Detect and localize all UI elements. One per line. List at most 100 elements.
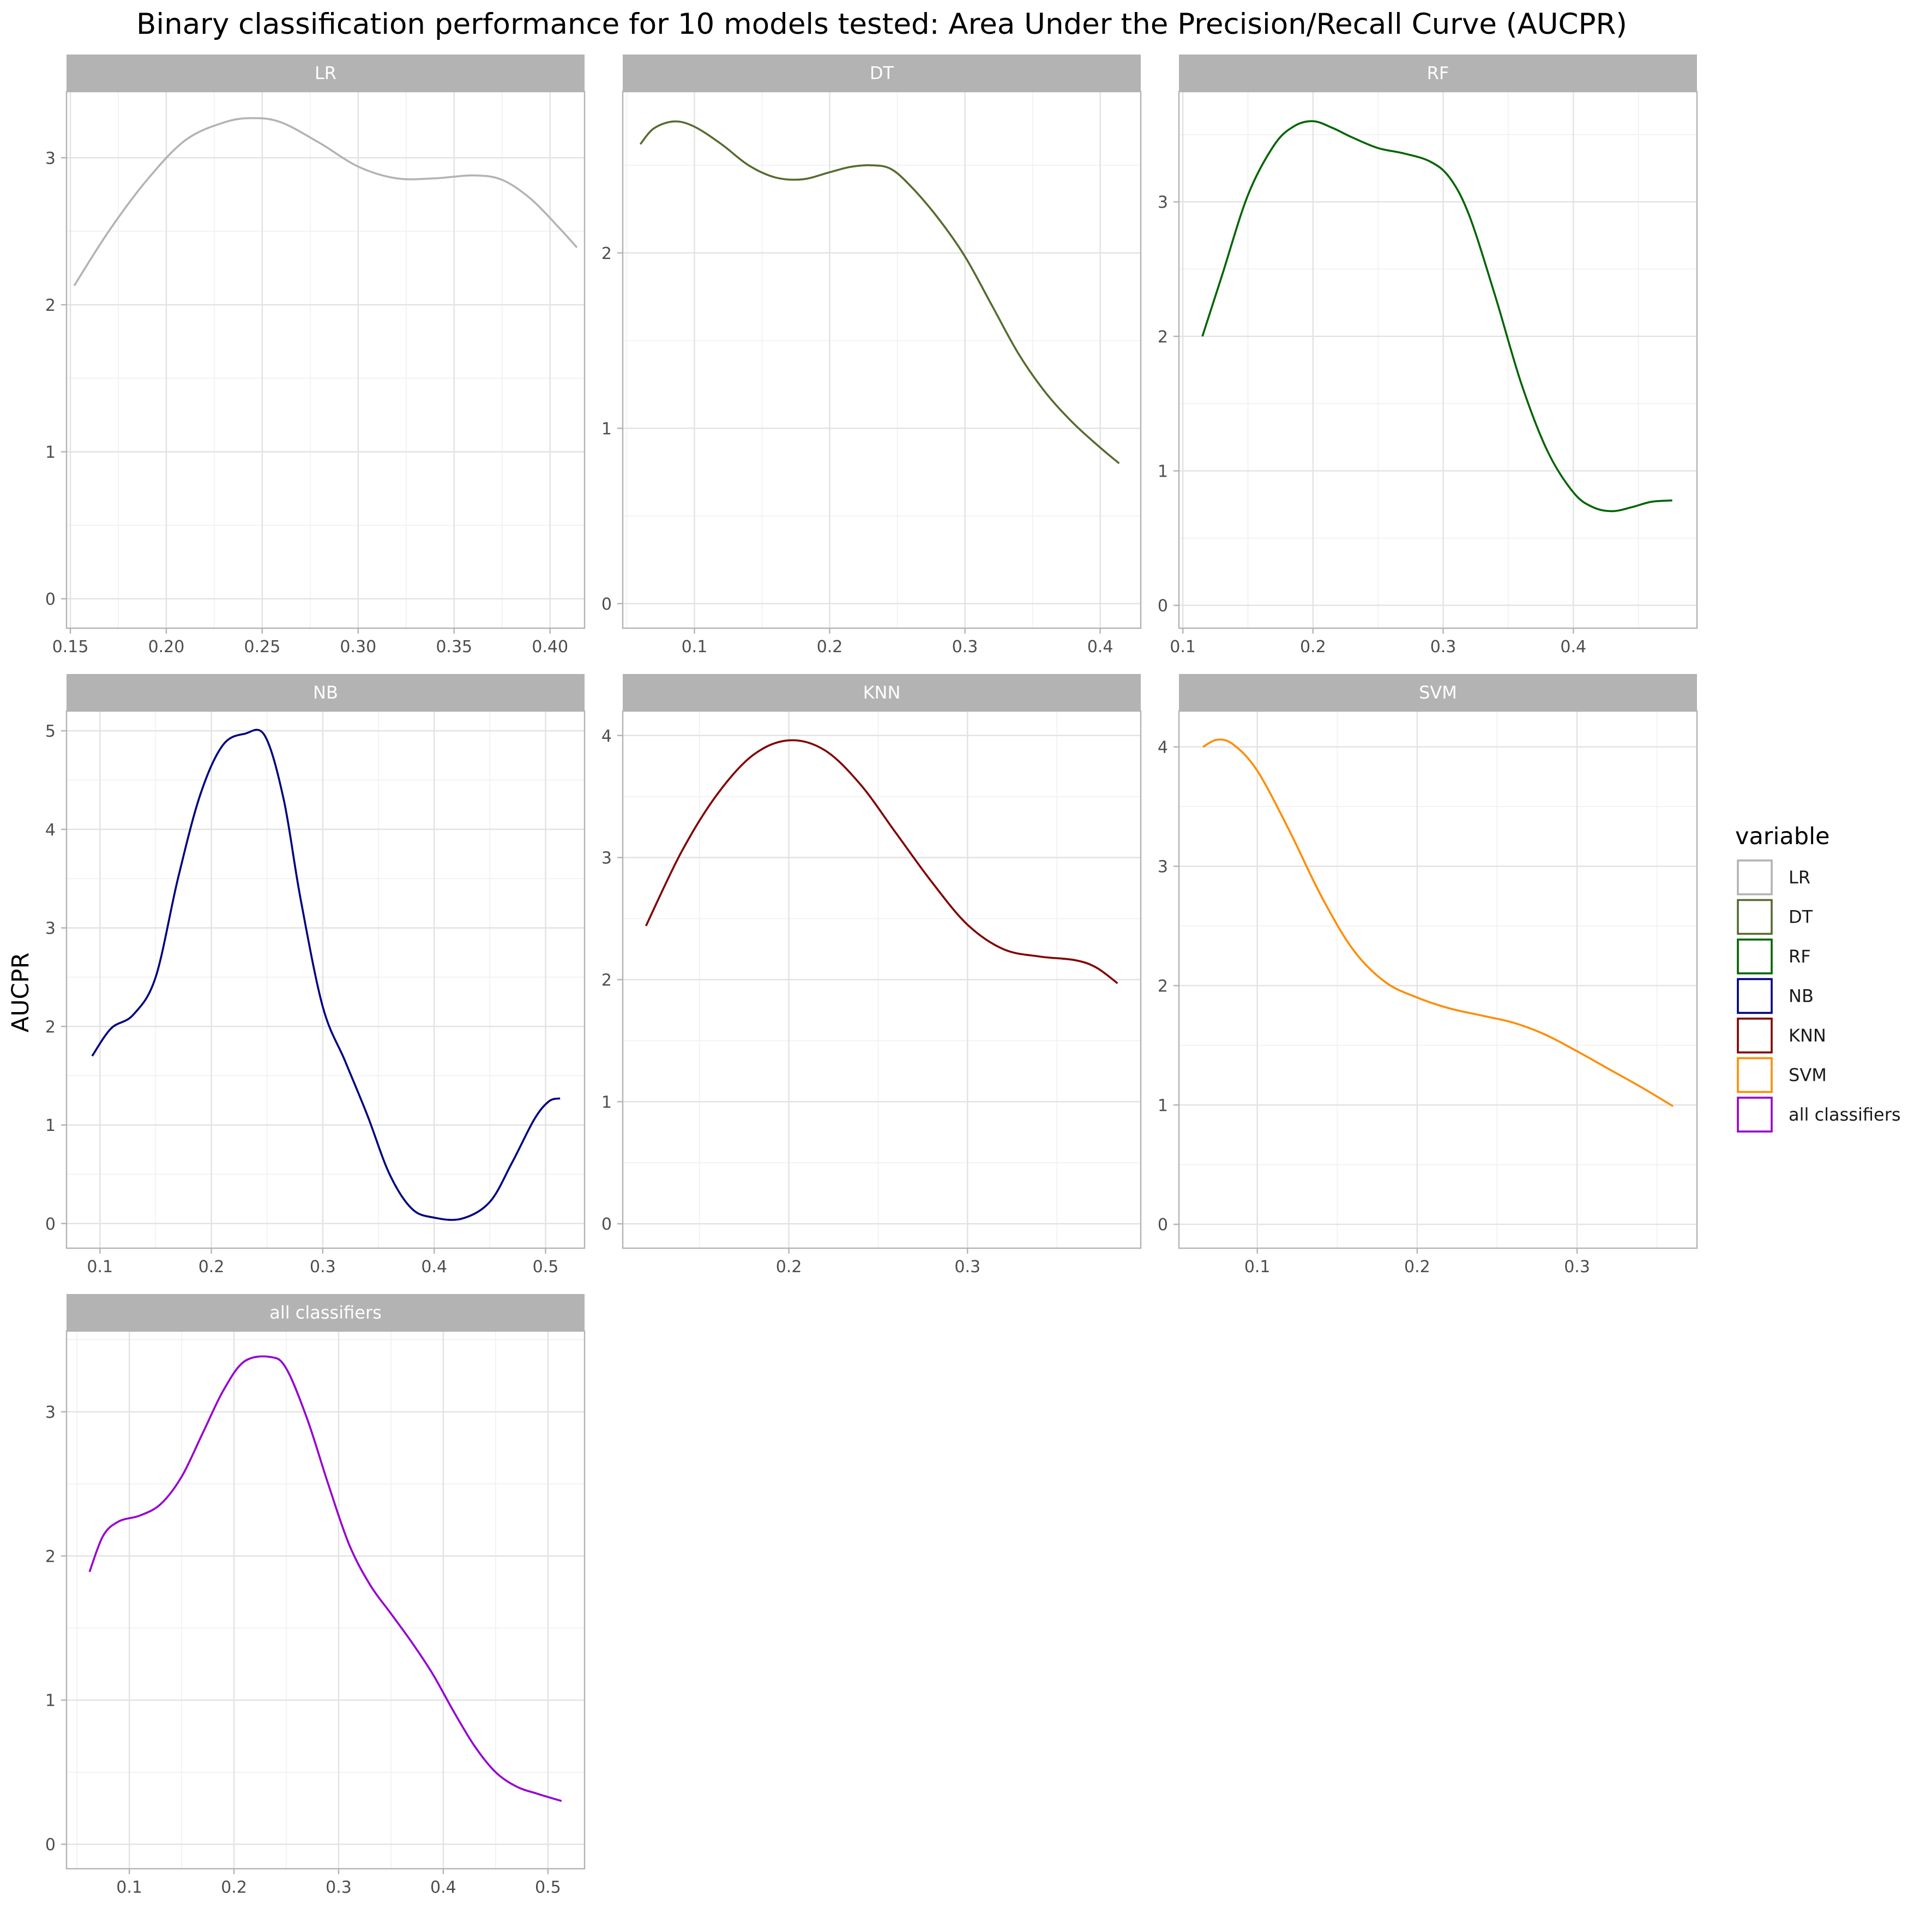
y-tick-label: 4 [45, 821, 56, 840]
y-tick-label: 3 [601, 849, 612, 868]
facet-dt: DT 0.1 0.2 0.3 0.4 0 1 2 [601, 55, 1142, 657]
panel-background-all-classifiers [67, 1331, 585, 1869]
x-tick-label: 0.2 [198, 1257, 225, 1277]
y-tick-label: 2 [1158, 328, 1168, 347]
facet-strip-dt [623, 55, 1141, 92]
facet-strip-label-nb: NB [313, 682, 338, 703]
x-tick-label: 0.15 [52, 637, 89, 657]
x-tick-label: 0.4 [1087, 637, 1114, 657]
facet-strip-knn [623, 674, 1141, 711]
x-tick-label: 0.4 [421, 1257, 447, 1277]
y-tick-label: 1 [45, 443, 56, 462]
facet-svm: SVM 0.1 0.2 0.3 0 1 2 3 4 [1158, 674, 1698, 1277]
panel-background-rf [1179, 92, 1697, 628]
legend: variable LR DT RF NB KNN SVM all classifiers [1735, 823, 1901, 1133]
legend-label-rf: RF [1789, 946, 1811, 967]
y-tick-label: 0 [601, 595, 612, 614]
facet-strip-nb [67, 674, 585, 711]
density-line-lr [73, 117, 578, 286]
panel-border-svm [1178, 710, 1698, 1249]
y-tick-label: 4 [1158, 738, 1168, 757]
density-line-knn [645, 739, 1118, 984]
legend-label-knn: KNN [1789, 1025, 1826, 1046]
y-tick-label: 0 [45, 1835, 56, 1855]
y-tick-label: 1 [601, 419, 612, 438]
x-tick-label: 0.5 [535, 1878, 561, 1897]
panel-border-dt [622, 91, 1142, 629]
y-tick-label: 2 [45, 1547, 56, 1566]
legend-title: variable [1735, 823, 1829, 850]
facet-strip-all-classifiers [67, 1294, 585, 1331]
density-line-nb [91, 729, 561, 1221]
x-tick-label: 0.4 [1560, 637, 1586, 657]
facet-nb: NB 0.1 0.2 0.3 0.4 0.5 0 1 2 3 4 5 [45, 674, 586, 1277]
legend-key-lr [1737, 859, 1773, 895]
x-tick-label: 0.30 [340, 637, 376, 657]
x-tick-label: 0.3 [310, 1257, 336, 1277]
y-tick-label: 0 [45, 590, 56, 609]
y-tick-label: 2 [45, 296, 56, 315]
x-tick-label: 0.3 [326, 1878, 352, 1897]
y-tick-label: 4 [601, 727, 612, 746]
y-tick-label: 3 [45, 1403, 56, 1422]
density-line-dt [639, 120, 1120, 465]
density-line-rf [1201, 120, 1672, 513]
x-tick-label: 0.2 [1404, 1257, 1430, 1277]
panel-background-nb [67, 711, 585, 1248]
panel-border-all-classifiers [65, 1330, 586, 1870]
y-tick-label: 1 [601, 1093, 612, 1112]
facet-strip-lr [67, 55, 585, 92]
y-tick-label: 3 [45, 149, 56, 168]
panel-border-rf [1178, 91, 1698, 629]
y-axis-label: AUCPR [7, 953, 34, 1033]
x-tick-label: 0.3 [1564, 1257, 1590, 1277]
y-tick-label: 1 [45, 1692, 56, 1711]
y-tick-label: 1 [1158, 462, 1168, 481]
panel-border-lr [65, 91, 586, 629]
facet-strip-label-dt: DT [870, 63, 894, 83]
y-tick-label: 2 [1158, 977, 1168, 996]
y-tick-label: 5 [45, 722, 56, 741]
x-tick-label: 0.3 [952, 637, 978, 657]
x-tick-label: 0.1 [682, 637, 708, 657]
legend-key-knn [1737, 1018, 1773, 1054]
y-tick-label: 0 [601, 1215, 612, 1234]
legend-key-all-classifiers [1737, 1097, 1773, 1133]
y-tick-label: 2 [601, 971, 612, 990]
x-tick-label: 0.1 [87, 1257, 113, 1277]
x-tick-label: 0.2 [1300, 637, 1326, 657]
y-tick-label: 0 [1158, 597, 1168, 616]
facet-knn: KNN 0.2 0.3 0 1 2 3 4 [601, 674, 1142, 1277]
x-tick-label: 0.2 [221, 1878, 247, 1897]
facet-strip-label-knn: KNN [863, 682, 901, 703]
legend-label-all-classifiers: all classifiers [1789, 1104, 1901, 1125]
facet-strip-label-lr: LR [315, 63, 336, 83]
facet-strip-svm [1179, 674, 1697, 711]
facet-all-classifiers: all classifiers 0.1 0.2 0.3 0.4 0.5 0 1 2 3 [45, 1294, 586, 1897]
x-tick-label: 0.5 [533, 1257, 559, 1277]
y-tick-label: 3 [45, 919, 56, 938]
y-tick-label: 3 [1158, 193, 1168, 212]
x-tick-label: 0.2 [817, 637, 843, 657]
facet-rf: RF 0.1 0.2 0.3 0.4 0 1 2 3 [1158, 55, 1698, 657]
x-tick-label: 0.3 [954, 1257, 980, 1277]
legend-label-dt: DT [1789, 907, 1813, 928]
legend-key-dt [1737, 899, 1773, 935]
legend-key-nb [1737, 978, 1773, 1014]
panel-background-lr [67, 92, 585, 628]
facet-lr: LR 0.15 0.20 0.25 0.30 0.35 0.40 0 1 2 3 [45, 55, 586, 657]
x-tick-label: 0.1 [1170, 637, 1196, 657]
x-tick-label: 0.25 [244, 637, 280, 657]
x-tick-label: 0.1 [1244, 1257, 1271, 1277]
y-tick-label: 2 [601, 244, 612, 263]
density-line-svm [1202, 738, 1674, 1108]
y-tick-label: 2 [45, 1018, 56, 1037]
facet-strip-rf [1179, 55, 1697, 92]
panel-border-nb [65, 710, 586, 1249]
chart-title: Binary classification performance for 10… [136, 8, 1627, 41]
facet-strip-label-all-classifiers: all classifiers [269, 1302, 382, 1323]
y-tick-label: 0 [45, 1215, 56, 1234]
legend-label-svm: SVM [1789, 1065, 1827, 1086]
